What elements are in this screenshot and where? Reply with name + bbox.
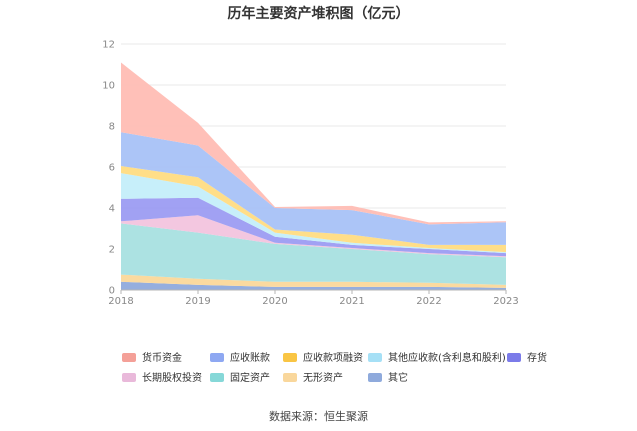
y-tick-label: 8 — [109, 122, 115, 133]
legend-swatch — [368, 373, 382, 382]
area-无形资产 — [121, 274, 506, 288]
x-tick-label: 2018 — [108, 296, 133, 307]
x-tick-label: 2021 — [339, 296, 364, 307]
legend-swatch — [122, 373, 136, 382]
legend-item[interactable]: 其它 — [368, 372, 408, 386]
y-tick-label: 10 — [102, 81, 115, 92]
legend-item[interactable]: 货币资金 — [122, 352, 182, 366]
legend-item[interactable]: 固定资产 — [210, 372, 270, 386]
legend-item[interactable]: 长期股权投资 — [122, 372, 202, 386]
axes: 0 2 4 6 8 10 12 2018 2019 2020 2021 2022 2023 — [102, 40, 518, 308]
chart-title: 历年主要资产堆积图（亿元） — [227, 6, 410, 22]
legend-label: 长期股权投资 — [142, 373, 202, 384]
area-存货 — [121, 197, 506, 257]
legend-item[interactable]: 存货 — [507, 352, 547, 366]
legend-swatch — [507, 353, 521, 362]
area-应收账款 — [121, 132, 506, 245]
y-tick-label: 4 — [109, 204, 115, 215]
y-tick-label: 0 — [109, 286, 115, 297]
legend-swatch — [122, 353, 136, 362]
area-series — [121, 62, 506, 290]
y-tick-label: 12 — [102, 40, 115, 51]
legend-label: 货币资金 — [142, 353, 182, 364]
x-tick-label: 2020 — [262, 296, 287, 307]
area-货币资金 — [121, 62, 506, 225]
legend-label: 其他应收款(含利息和股利) — [388, 353, 506, 364]
source-caption: 数据来源：恒生聚源 — [269, 410, 368, 423]
area-应收款项融资 — [121, 166, 506, 253]
legend-swatch — [210, 373, 224, 382]
legend-swatch — [283, 373, 297, 382]
legend-item[interactable]: 无形资产 — [283, 372, 343, 386]
legend-label: 应收款项融资 — [303, 353, 363, 364]
y-tick-label: 2 — [109, 245, 115, 256]
legend-label: 其它 — [388, 373, 408, 384]
area-长期股权投资 — [121, 215, 506, 258]
area-其他应收款(含利息和股利) — [121, 173, 506, 254]
legend-label: 存货 — [527, 353, 547, 364]
area-固定资产 — [121, 223, 506, 285]
legend-item[interactable]: 应收款项融资 — [283, 352, 363, 366]
y-tick-label: 6 — [109, 163, 115, 174]
legend-swatch — [283, 353, 297, 362]
legend-item[interactable]: 应收账款 — [210, 352, 270, 366]
x-tick-label: 2023 — [493, 296, 518, 307]
area-其它 — [121, 281, 506, 290]
legend-swatch — [210, 353, 224, 362]
legend-swatch — [368, 353, 382, 362]
legend-item[interactable]: 其他应收款(含利息和股利) — [368, 352, 506, 366]
legend-label: 固定资产 — [230, 373, 270, 384]
legend-label: 无形资产 — [303, 373, 343, 384]
legend-label: 应收账款 — [230, 353, 270, 364]
x-tick-label: 2022 — [416, 296, 441, 307]
x-tick-label: 2019 — [185, 296, 210, 307]
